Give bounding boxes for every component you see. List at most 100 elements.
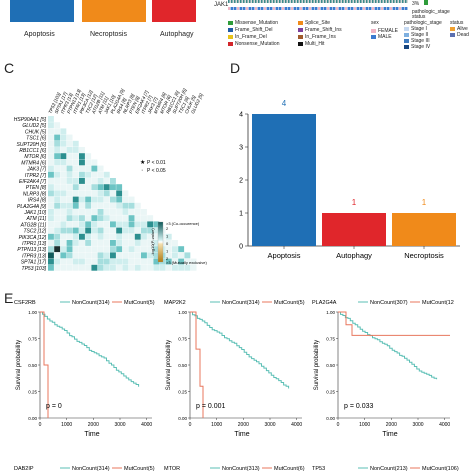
heatmap-cell <box>172 252 178 259</box>
legend-fs-ins: Frame_Shift_Ins <box>298 27 366 33</box>
heatmap-cell <box>85 153 92 160</box>
oncoprint-track-cell <box>342 7 344 10</box>
heatmap-cell <box>116 202 123 209</box>
heatmap-cell <box>79 246 85 253</box>
oncoprint-track-cell <box>300 7 302 10</box>
km-y-tick-label: 1.00 <box>326 310 335 315</box>
heatmap-cell <box>48 190 54 197</box>
heatmap-cell <box>48 128 54 135</box>
heatmap-cell <box>79 209 85 215</box>
y-tick-label: 1 <box>239 211 243 218</box>
heatmap-cell <box>66 140 73 147</box>
heatmap-cell <box>147 215 154 222</box>
oncoprint-track-cell <box>363 7 365 10</box>
heatmap-cell <box>141 221 147 228</box>
heatmap-cell <box>128 202 135 209</box>
heatmap-cell <box>54 209 61 215</box>
heatmap-cell <box>60 140 67 147</box>
km-x-tick-label: 4000 <box>291 422 302 428</box>
km-x-tick-label: 1000 <box>61 422 72 428</box>
heatmap-cell <box>66 240 73 246</box>
oncoprint-sample <box>384 0 386 3</box>
km-gene-label: MAP2K2 <box>164 300 186 306</box>
km-x-tick-label: 4000 <box>439 422 450 428</box>
heatmap-cell <box>85 159 92 166</box>
heatmap-cell <box>178 258 185 265</box>
heatmap-row-label: GLUD2 [5] <box>22 123 46 129</box>
heatmap-cell <box>122 252 129 259</box>
heatmap-cell <box>91 190 98 197</box>
heatmap-cell <box>54 258 61 265</box>
heatmap-cell <box>116 190 123 197</box>
heatmap-cell <box>72 227 79 234</box>
heatmap-cell <box>48 153 54 160</box>
heatmap-row-label: TP53 [103] <box>22 266 47 272</box>
km-x-tick-label: 2000 <box>386 422 397 428</box>
heatmap-cell <box>103 190 110 197</box>
panel-e-survival-plots: CSF2RB NonCount(314) MutCount(5) 0.00 0.25 0.… <box>14 300 459 472</box>
heatmap-cell <box>110 209 116 215</box>
heatmap-cell <box>141 233 147 240</box>
panel-a: Apoptosis Necroptosis Autophagy <box>0 0 200 45</box>
heatmap-cell <box>60 165 67 172</box>
oncoprint-track-cell <box>390 7 392 10</box>
oncoprint-sample <box>231 0 233 3</box>
heatmap-cell <box>153 227 160 234</box>
oncoprint-track-cell <box>399 7 401 10</box>
heatmap-cell <box>85 209 92 215</box>
panel-b: JAK1 3% pathologic_stage status Missense… <box>214 0 474 55</box>
heatmap-cell <box>60 209 67 215</box>
heatmap-cell <box>66 252 73 259</box>
heatmap-cell <box>54 184 61 191</box>
heatmap-cell <box>54 196 61 203</box>
heatmap-cell <box>103 227 110 234</box>
heatmap-cell <box>91 215 98 222</box>
heatmap-cell <box>85 178 92 184</box>
heatmap-cell <box>72 233 79 240</box>
km-legend-mut: MutCount(6) <box>274 466 305 472</box>
heatmap-cell <box>85 184 92 191</box>
km-legend-non: NonCount(314) <box>222 300 260 306</box>
km-x-tick-label: 0 <box>39 422 42 428</box>
heatmap-cell <box>97 258 104 265</box>
heatmap-cell <box>66 184 73 191</box>
heatmap-cell <box>97 178 104 184</box>
panel-d-letter: D <box>230 60 241 76</box>
km-legend-non: NonCount(314) <box>72 466 110 472</box>
legend-splice: Splice_Site <box>298 20 366 26</box>
km-x-label: Time <box>382 431 397 438</box>
bar-data-label: 1 <box>352 198 357 207</box>
heatmap-cell <box>165 233 172 240</box>
heatmap-cell <box>116 264 123 271</box>
heatmap-cell <box>134 209 141 215</box>
heatmap-cell <box>48 258 54 265</box>
colorbar-top-label: >3 (Co-occurence) <box>166 221 200 226</box>
heatmap-cell <box>48 221 54 228</box>
heatmap-cell <box>172 240 178 246</box>
heatmap-cell <box>54 190 61 197</box>
km-p-value: p = 0 <box>46 403 62 410</box>
heatmap-cell <box>97 165 104 172</box>
heatmap-cell <box>153 221 160 228</box>
km-gene-label: TP53 <box>312 466 325 472</box>
heatmap-cell <box>54 233 61 240</box>
oncoprint-track-cell <box>312 7 314 10</box>
heatmap-cell <box>91 252 98 259</box>
km-x-tick-label: 1000 <box>211 422 222 428</box>
heatmap-cell <box>103 178 110 184</box>
oncoprint-sample <box>237 0 239 3</box>
heatmap-cell <box>66 190 73 197</box>
heatmap-cell <box>91 159 98 166</box>
oncoprint-track-cell <box>315 7 317 10</box>
legend-multi: Multi_Hit <box>298 41 366 47</box>
heatmap-cell <box>48 196 54 203</box>
km-y-tick-label: 1.00 <box>178 310 187 315</box>
heatmap-cell <box>54 240 61 246</box>
heatmap-cell <box>60 196 67 203</box>
heatmap-cell <box>72 165 79 172</box>
heatmap-cell <box>66 246 73 253</box>
heatmap-cell <box>141 209 147 215</box>
heatmap-cell <box>79 159 85 166</box>
heatmap-cell <box>79 190 85 197</box>
heatmap-cell <box>66 147 73 153</box>
